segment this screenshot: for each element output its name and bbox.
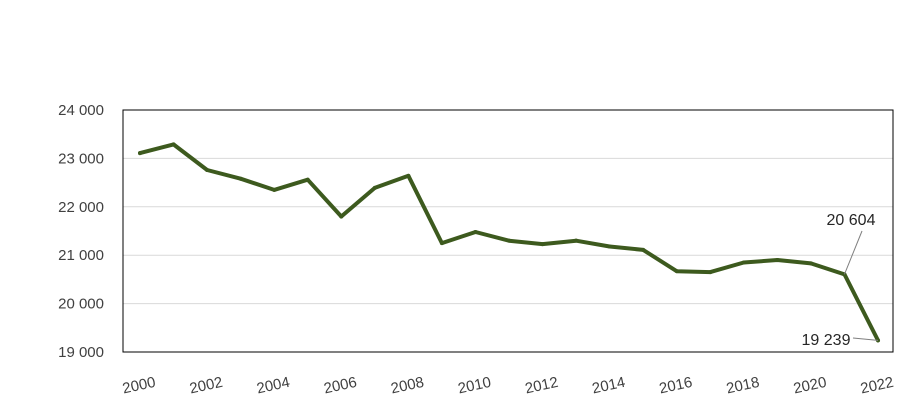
data-point (674, 269, 679, 274)
y-tick-label: 23 000 (58, 150, 104, 167)
data-point (540, 242, 545, 247)
x-tick-label: 2020 (792, 374, 828, 398)
data-point (372, 185, 377, 190)
plot-frame (122, 109, 894, 353)
annotation-leader (843, 230, 863, 275)
series-layer (138, 142, 880, 343)
data-point (272, 187, 277, 192)
data-point (641, 247, 646, 252)
x-tick-label: 2012 (524, 374, 560, 398)
data-point (507, 238, 511, 243)
data-point (708, 270, 713, 275)
data-point (238, 176, 243, 181)
y-tick-label: 20 000 (58, 296, 104, 313)
data-point (607, 244, 612, 249)
data-point (439, 241, 444, 246)
x-tick-label: 2006 (322, 374, 358, 398)
x-tick-label: 2014 (591, 374, 627, 398)
annotation-leader (852, 337, 879, 341)
x-tick-label: 2016 (658, 374, 694, 398)
y-tick-label: 22 000 (58, 199, 104, 216)
data-point (574, 238, 579, 243)
x-tick-label: 2018 (725, 374, 761, 398)
data-point (171, 142, 176, 147)
data-point (406, 173, 411, 178)
data-point (305, 177, 310, 182)
data-point (205, 168, 210, 173)
data-label: 20 604 (827, 212, 876, 229)
annotation-layer: 20 604 19 239 (802, 212, 879, 349)
data-point (473, 229, 478, 234)
x-tick-label: 2022 (859, 374, 895, 398)
data-point (775, 258, 780, 263)
y-axis-ticks: 19 000 20 000 21 000 22 000 23 000 24 000 (58, 102, 104, 361)
data-point (808, 261, 813, 266)
data-point (741, 260, 746, 265)
y-tick-label: 19 000 (58, 344, 104, 361)
x-tick-label: 2000 (121, 374, 157, 398)
gridlines (123, 157, 893, 305)
x-tick-label: 2008 (389, 374, 425, 398)
y-tick-label: 21 000 (58, 247, 104, 264)
x-axis-ticks: 2000 2002 2004 2006 2008 2010 2012 2014 2016 2018… (121, 374, 895, 398)
x-tick-label: 2010 (456, 374, 492, 398)
data-point (138, 151, 142, 156)
x-tick-label: 2002 (188, 374, 224, 398)
y-tick-label: 24 000 (58, 102, 104, 119)
x-tick-label: 2004 (255, 374, 291, 398)
data-point (339, 214, 344, 219)
data-label: 19 239 (802, 332, 851, 349)
